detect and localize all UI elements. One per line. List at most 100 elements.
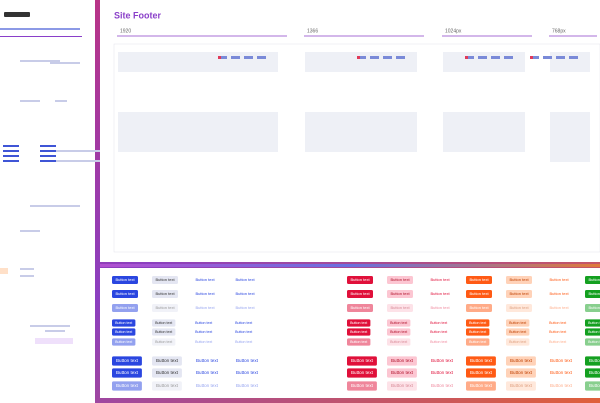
button[interactable]: Button text xyxy=(112,304,138,312)
button[interactable]: Button text xyxy=(585,328,600,336)
button[interactable]: Button text xyxy=(430,321,447,325)
button[interactable]: Button text xyxy=(585,338,600,346)
button[interactable]: Button text xyxy=(387,356,417,366)
button[interactable]: Button text xyxy=(466,381,496,391)
button[interactable]: Button text xyxy=(152,290,178,298)
button[interactable]: Button text xyxy=(347,381,377,391)
button[interactable]: Button text xyxy=(466,368,496,378)
button[interactable]: Button text xyxy=(585,276,600,284)
button[interactable]: Button text xyxy=(347,368,377,378)
button[interactable]: Button text xyxy=(112,328,136,336)
button[interactable]: Button text xyxy=(431,358,454,363)
button[interactable]: Button text xyxy=(466,319,490,327)
button[interactable]: Button text xyxy=(506,304,532,312)
button[interactable]: Button text xyxy=(195,321,212,325)
button[interactable]: Button text xyxy=(196,358,219,363)
button[interactable]: Button text xyxy=(550,370,573,375)
button[interactable]: Button text xyxy=(235,291,255,296)
button[interactable]: Button text xyxy=(430,277,450,282)
button[interactable]: Button text xyxy=(387,304,413,312)
button[interactable]: Button text xyxy=(112,338,136,346)
button[interactable]: Button text xyxy=(506,276,532,284)
button[interactable]: Button text xyxy=(387,368,417,378)
button[interactable]: Button text xyxy=(112,290,138,298)
button[interactable]: Button text xyxy=(466,328,490,336)
button[interactable]: Button text xyxy=(549,330,566,334)
button[interactable]: Button text xyxy=(549,277,569,282)
button[interactable]: Button text xyxy=(466,304,492,312)
button[interactable]: Button text xyxy=(152,338,176,346)
button[interactable]: Button text xyxy=(466,338,490,346)
button[interactable]: Button text xyxy=(112,276,138,284)
button[interactable]: Button text xyxy=(236,383,259,388)
button[interactable]: Button text xyxy=(549,305,569,310)
button[interactable]: Button text xyxy=(347,304,373,312)
button[interactable]: Button text xyxy=(585,356,600,366)
button[interactable]: Button text xyxy=(347,328,371,336)
button[interactable]: Button text xyxy=(387,381,417,391)
button[interactable]: Button text xyxy=(195,330,212,334)
button[interactable]: Button text xyxy=(236,370,259,375)
button[interactable]: Button text xyxy=(430,340,447,344)
button[interactable]: Button text xyxy=(347,319,371,327)
button-bg xyxy=(152,356,182,366)
button[interactable]: Button text xyxy=(506,319,530,327)
button[interactable]: Button text xyxy=(550,383,573,388)
button[interactable]: Button text xyxy=(585,290,600,298)
button[interactable]: Button text xyxy=(506,328,530,336)
button[interactable]: Button text xyxy=(112,319,136,327)
button[interactable]: Button text xyxy=(235,277,255,282)
button[interactable]: Button text xyxy=(387,319,411,327)
button[interactable]: Button text xyxy=(585,368,600,378)
button[interactable]: Button text xyxy=(506,368,536,378)
button[interactable]: Button text xyxy=(152,276,178,284)
button[interactable]: Button text xyxy=(431,383,454,388)
button[interactable]: Button text xyxy=(430,305,450,310)
button[interactable]: Button text xyxy=(347,276,373,284)
button[interactable]: Button text xyxy=(195,340,212,344)
button[interactable]: Button text xyxy=(466,290,492,298)
button[interactable]: Button text xyxy=(506,356,536,366)
button[interactable]: Button text xyxy=(387,290,413,298)
button[interactable]: Button text xyxy=(236,358,259,363)
button[interactable]: Button text xyxy=(387,328,411,336)
button[interactable]: Button text xyxy=(152,356,182,366)
button[interactable]: Button text xyxy=(195,277,215,282)
button[interactable]: Button text xyxy=(152,381,182,391)
button[interactable]: Button text xyxy=(506,381,536,391)
button[interactable]: Button text xyxy=(387,276,413,284)
button[interactable]: Button text xyxy=(235,321,252,325)
button[interactable]: Button text xyxy=(152,328,176,336)
button[interactable]: Button text xyxy=(195,305,215,310)
button[interactable]: Button text xyxy=(347,338,371,346)
button[interactable]: Button text xyxy=(196,370,219,375)
button[interactable]: Button text xyxy=(112,368,142,378)
button[interactable]: Button text xyxy=(550,358,573,363)
button[interactable]: Button text xyxy=(387,338,411,346)
button[interactable]: Button text xyxy=(466,356,496,366)
button[interactable]: Button text xyxy=(466,276,492,284)
button[interactable]: Button text xyxy=(430,330,447,334)
button[interactable]: Button text xyxy=(235,330,252,334)
button[interactable]: Button text xyxy=(506,290,532,298)
button[interactable]: Button text xyxy=(585,319,600,327)
button[interactable]: Button text xyxy=(347,356,377,366)
button[interactable]: Button text xyxy=(585,381,600,391)
button[interactable]: Button text xyxy=(152,304,178,312)
button[interactable]: Button text xyxy=(152,368,182,378)
button[interactable]: Button text xyxy=(195,291,215,296)
button[interactable]: Button text xyxy=(196,383,219,388)
button[interactable]: Button text xyxy=(549,321,566,325)
button[interactable]: Button text xyxy=(347,290,373,298)
button[interactable]: Button text xyxy=(235,305,255,310)
button[interactable]: Button text xyxy=(506,338,530,346)
button[interactable]: Button text xyxy=(430,291,450,296)
button[interactable]: Button text xyxy=(431,370,454,375)
button[interactable]: Button text xyxy=(112,356,142,366)
button[interactable]: Button text xyxy=(585,304,600,312)
button[interactable]: Button text xyxy=(235,340,252,344)
button[interactable]: Button text xyxy=(152,319,176,327)
button[interactable]: Button text xyxy=(549,291,569,296)
button[interactable]: Button text xyxy=(549,340,566,344)
button[interactable]: Button text xyxy=(112,381,142,391)
